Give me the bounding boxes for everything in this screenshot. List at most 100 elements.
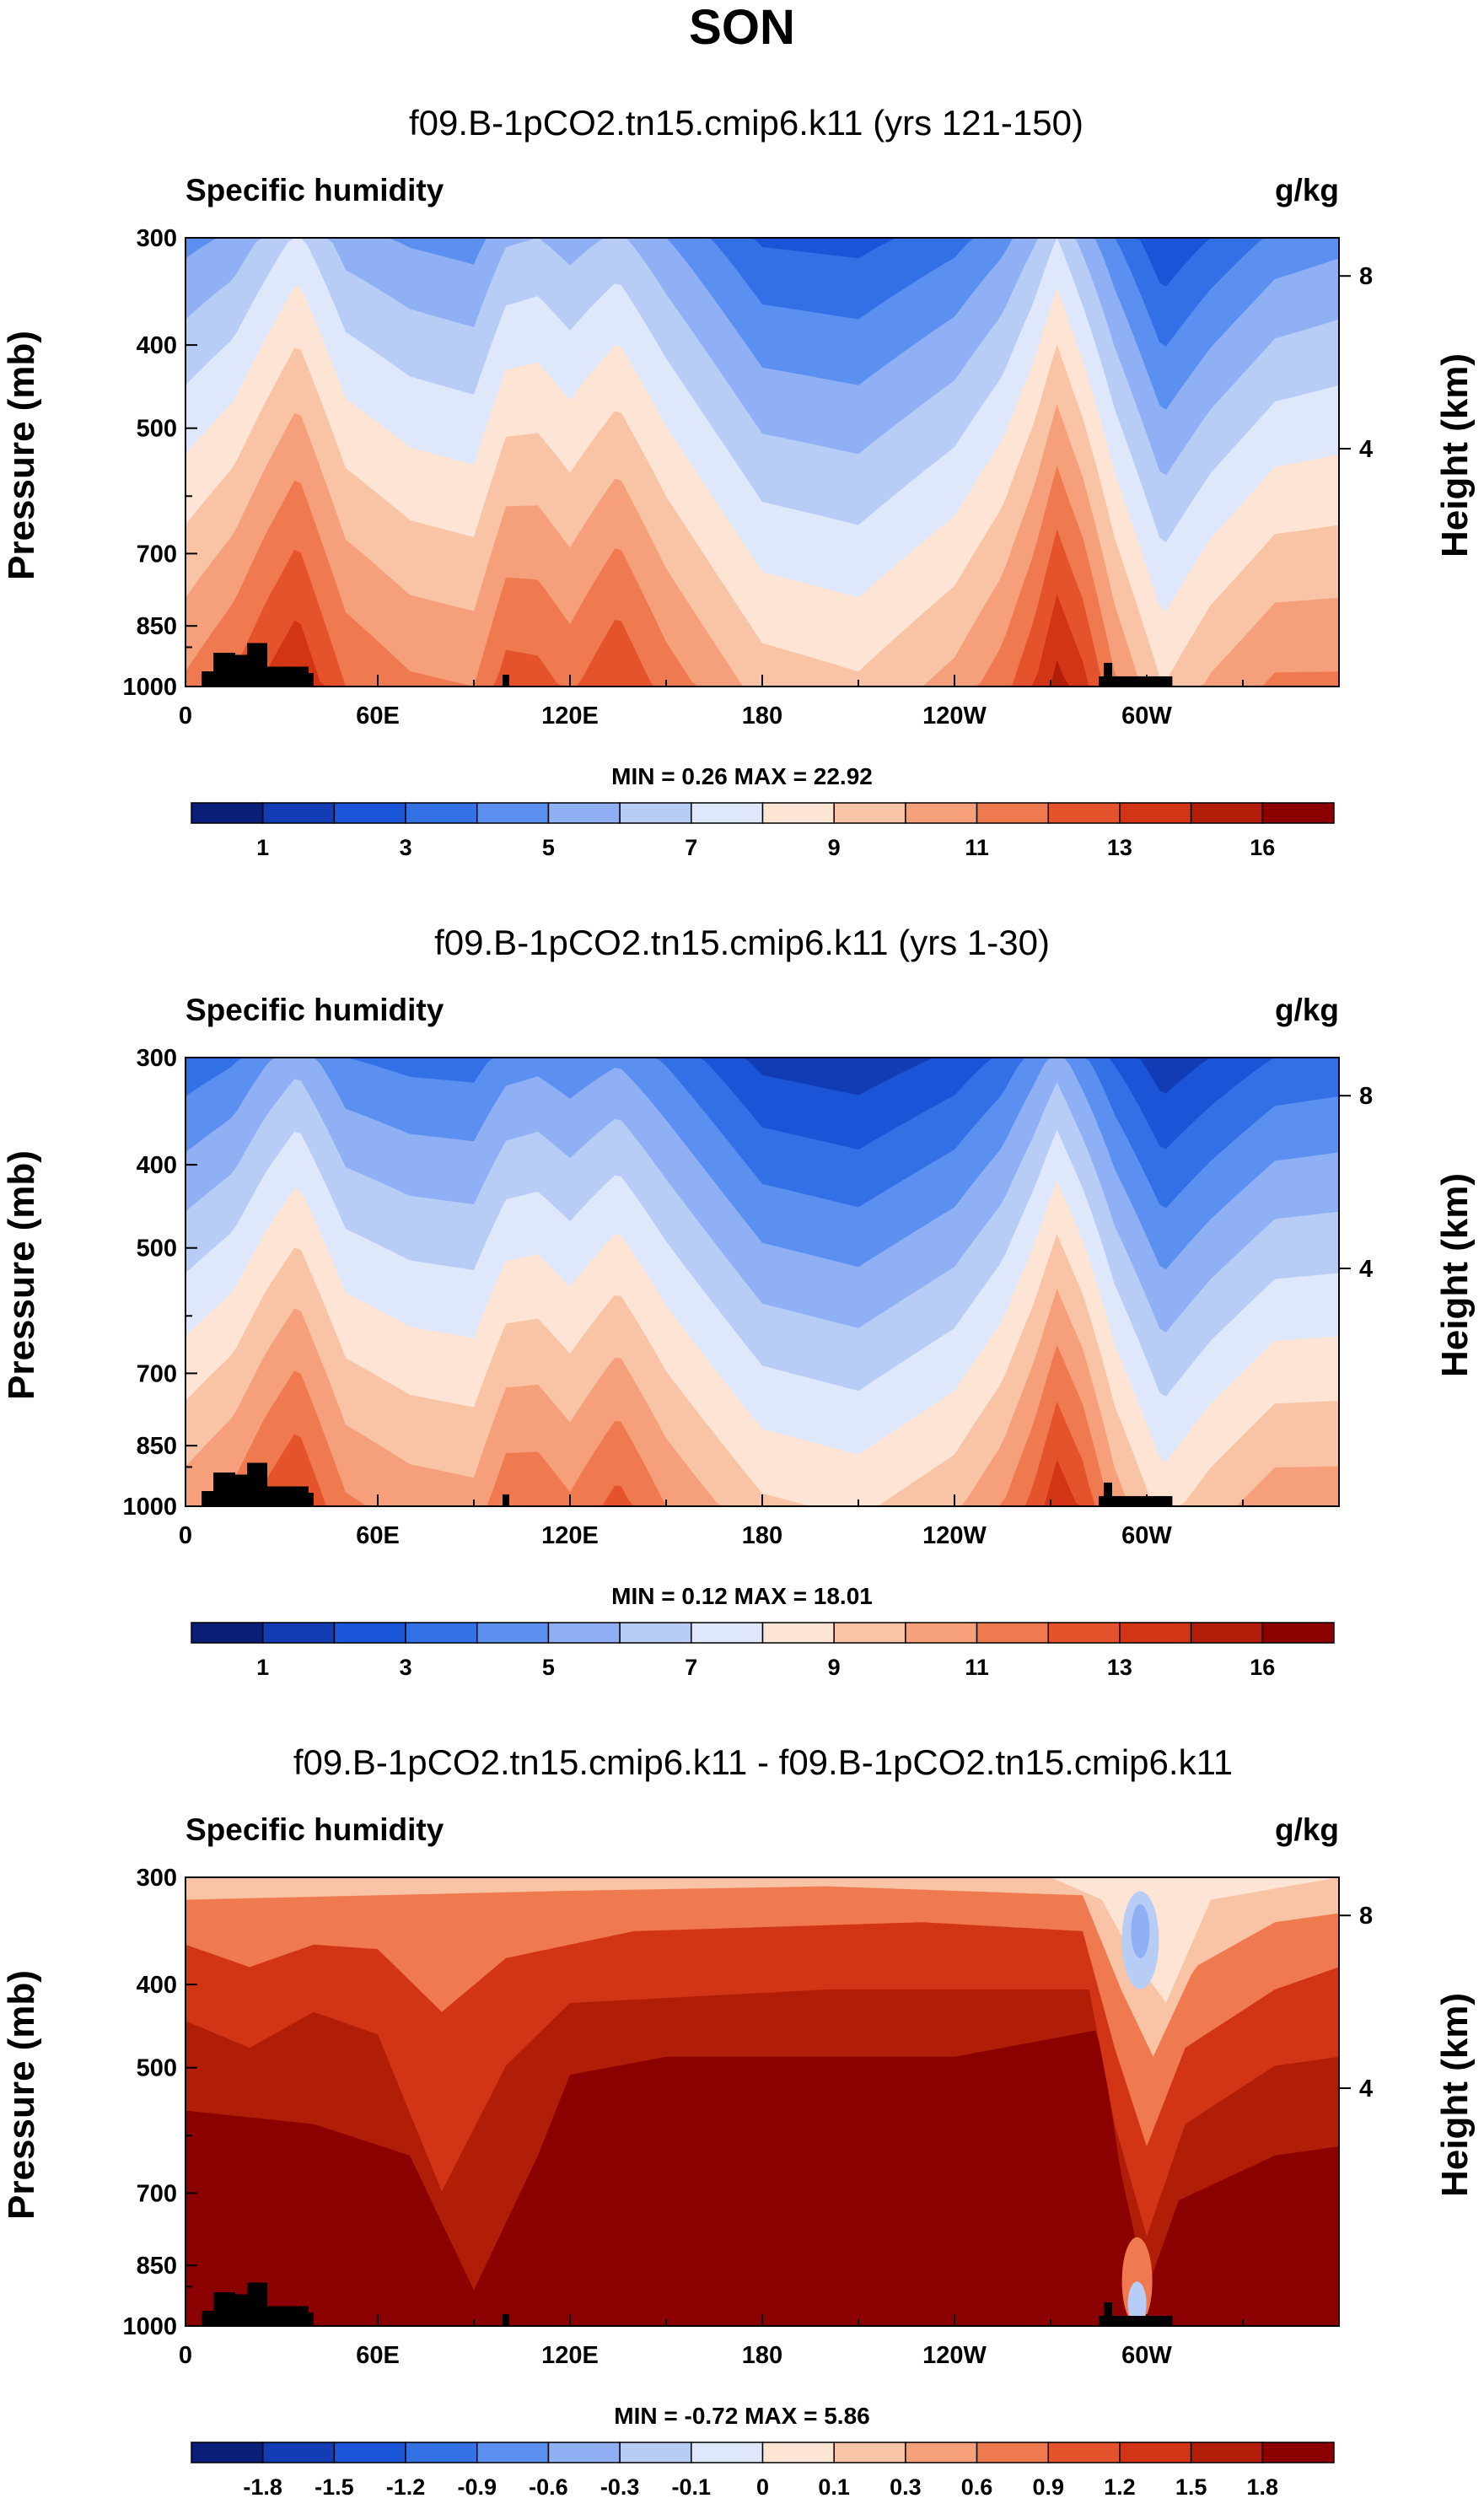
colorbar-label: 0 — [756, 2474, 769, 2500]
colorbar-label: 5 — [542, 1655, 555, 1680]
y-tick-label: 400 — [137, 1152, 177, 1179]
y-tick-label: 1000 — [122, 2313, 177, 2340]
colorbar-box — [1047, 802, 1121, 824]
topography-small — [503, 1494, 509, 1506]
variable-label: Specific humidity — [186, 1812, 444, 1847]
colorbar-label: 0.9 — [1032, 2474, 1064, 2500]
colorbar-label: 5 — [542, 835, 555, 860]
colorbar-box — [547, 1622, 621, 1644]
variable-label: Specific humidity — [186, 173, 444, 207]
colorbar: -1.8 -1.5 -1.2 -0.9 -0.6 -0.3 -0.1 0 0.1 0.3 0.6 0.… — [191, 2442, 1335, 2500]
y-ticks: 300 400 500 700 850 1000 — [122, 1045, 197, 1521]
colorbar-label: 9 — [828, 1655, 841, 1680]
panel-title: f09.B-1pCO2.tn15.cmip6.k11 (yrs 1-30) — [434, 923, 1050, 962]
y-axis-right-label: Height (km) — [1434, 353, 1476, 557]
y-ticks: 300 400 500 700 850 1000 — [122, 1865, 197, 2340]
contour-band — [186, 1058, 1339, 1209]
surface-anomaly-core — [1127, 2281, 1147, 2326]
min-max-stats: MIN = 0.12 MAX = 18.01 — [611, 1583, 873, 1609]
panel-humidity-yrs-1-30: f09.B-1pCO2.tn15.cmip6.k11 (yrs 1-30) Sp… — [1, 923, 1476, 1680]
colorbar-box — [405, 1622, 478, 1644]
panel-humidity-yrs-121-150: f09.B-1pCO2.tn15.cmip6.k11 (yrs 121-150)… — [1, 103, 1476, 860]
x-tick-label: 180 — [742, 1522, 782, 1549]
colorbar-box — [976, 2442, 1049, 2463]
x-tick-label: 120E — [541, 2342, 599, 2369]
figure-title: SON — [689, 0, 795, 55]
units-label: g/kg — [1275, 173, 1339, 207]
colorbar-label: 0.3 — [890, 2474, 922, 2500]
colorbar-label: 0.6 — [961, 2474, 993, 2500]
colorbar-box — [1190, 2442, 1264, 2463]
y-ticks-right: 84 — [1339, 1903, 1373, 2102]
x-tick-label: 0 — [179, 703, 192, 730]
colorbar-box — [976, 802, 1049, 824]
colorbar-box — [691, 802, 764, 824]
colorbar-label: 16 — [1250, 1655, 1275, 1680]
y-tick-label: 400 — [137, 332, 177, 359]
y-tick-label: 700 — [137, 2180, 177, 2207]
units-label: g/kg — [1275, 993, 1339, 1027]
colorbar-box — [619, 2442, 692, 2463]
y-tick-label: 500 — [137, 1236, 177, 1263]
colorbar-box — [1190, 1622, 1264, 1644]
y-ticks: 300 400 500 700 850 1000 — [122, 225, 197, 701]
x-tick-label: 60W — [1121, 1522, 1172, 1549]
colorbar-box — [1119, 1622, 1192, 1644]
colorbar-label: 16 — [1250, 835, 1275, 860]
contour-plot — [185, 1876, 1340, 2327]
colorbar-box — [833, 802, 906, 824]
colorbar-label: 11 — [965, 835, 989, 860]
colorbar-label: 1 — [256, 1655, 269, 1680]
contour-plot — [185, 237, 1340, 687]
colorbar-box — [691, 2442, 764, 2463]
contour-fill — [186, 238, 1339, 686]
contour-fill — [186, 1877, 1339, 2326]
colorbar-box — [1190, 802, 1264, 824]
y-axis-label: Pressure (mb) — [1, 1150, 42, 1400]
x-tick-label: 60E — [356, 1522, 400, 1549]
colorbar-box — [619, 802, 692, 824]
colorbar-box — [333, 2442, 406, 2463]
panel-humidity-difference: f09.B-1pCO2.tn15.cmip6.k11 - f09.B-1pCO2… — [1, 1742, 1476, 2500]
colorbar: 1 3 5 7 9 11 13 16 — [191, 802, 1335, 860]
colorbar-box — [1047, 2442, 1121, 2463]
colorbar-label: 7 — [685, 1655, 697, 1680]
panel-title: f09.B-1pCO2.tn15.cmip6.k11 (yrs 121-150) — [409, 103, 1083, 143]
colorbar-label: 9 — [828, 835, 841, 860]
contour-band — [186, 1058, 1339, 1096]
x-tick-label: 120W — [922, 703, 987, 730]
colorbar-label: -1.8 — [243, 2474, 282, 2500]
panel-title: f09.B-1pCO2.tn15.cmip6.k11 - f09.B-1pCO2… — [293, 1742, 1233, 1782]
x-ticks: 0 60E 120E 180 120W 60W — [179, 675, 1244, 730]
x-tick-label: 60E — [356, 2342, 400, 2369]
colorbar-box — [261, 1622, 336, 1644]
negative-anomaly-core — [1131, 1903, 1150, 1958]
colorbar-box — [547, 802, 621, 824]
colorbar-label: 13 — [1107, 1655, 1132, 1680]
colorbar-box — [476, 2442, 550, 2463]
colorbar-box — [191, 2442, 264, 2463]
x-tick-label: 180 — [742, 703, 782, 730]
colorbar-label: -0.3 — [600, 2474, 640, 2500]
topography-africa — [202, 1462, 314, 1506]
y-right-tick-label: 4 — [1359, 1256, 1373, 1283]
y-tick-label: 300 — [137, 1045, 177, 1072]
colorbar-box — [905, 2442, 978, 2463]
y-tick-label: 500 — [137, 2055, 177, 2082]
y-tick-label: 850 — [137, 2253, 177, 2280]
y-tick-label: 300 — [137, 1865, 177, 1892]
y-tick-label: 700 — [137, 1360, 177, 1387]
colorbar-box — [1261, 2442, 1335, 2463]
colorbar-box — [333, 1622, 406, 1644]
contour-plot — [185, 1057, 1340, 1507]
contour-band — [186, 1877, 1339, 2003]
y-tick-label: 1000 — [122, 1494, 177, 1521]
x-tick-label: 0 — [179, 1522, 192, 1549]
colorbar-box — [1261, 1622, 1335, 1644]
y-ticks-right: 84 — [1339, 1083, 1373, 1283]
colorbar-box — [761, 1622, 835, 1644]
contour-fill — [186, 1058, 1339, 1506]
colorbar-label: -0.6 — [529, 2474, 568, 2500]
topography-andes-peak — [1104, 1482, 1112, 1498]
